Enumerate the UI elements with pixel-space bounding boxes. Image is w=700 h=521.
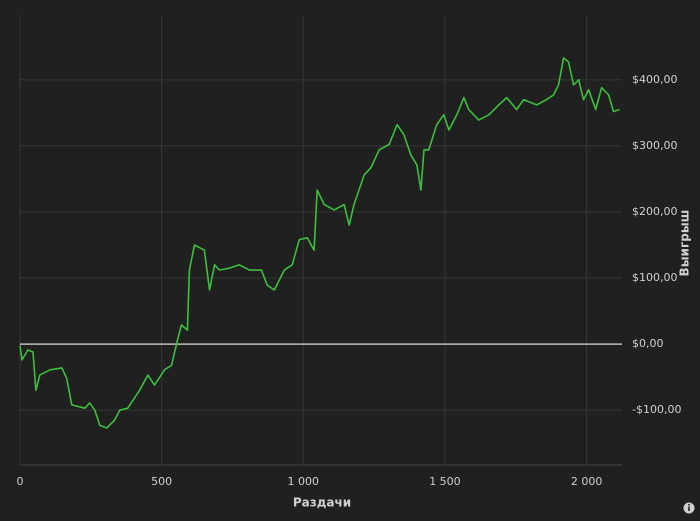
x-tick-label: 0 <box>17 475 24 488</box>
x-axis-title: Раздачи <box>293 496 351 510</box>
y-tick-label: $300,00 <box>632 139 678 152</box>
y-tick-label: $400,00 <box>632 73 678 86</box>
x-tick-label: 500 <box>151 475 172 488</box>
y-tick-label: $200,00 <box>632 205 678 218</box>
x-tick-label: 2 000 <box>571 475 603 488</box>
y-tick-label: $100,00 <box>632 271 678 284</box>
x-tick-label: 1 000 <box>288 475 320 488</box>
y-tick-label: -$100,00 <box>632 403 681 416</box>
info-icon[interactable] <box>683 502 695 514</box>
y-axis-title: Выигрыш <box>678 210 692 277</box>
y-tick-label: $0,00 <box>632 337 664 350</box>
x-tick-label: 1 500 <box>429 475 461 488</box>
data-line <box>19 57 620 429</box>
